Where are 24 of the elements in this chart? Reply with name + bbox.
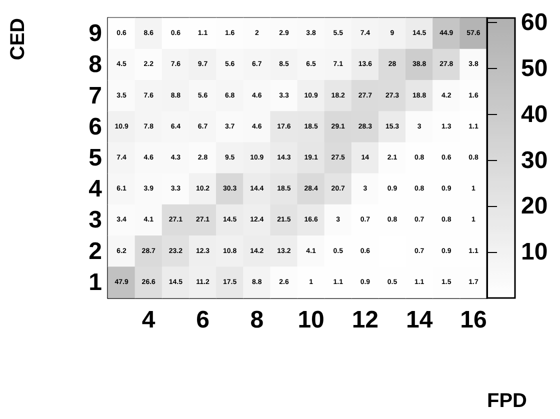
y-tick-label: 7 xyxy=(88,82,102,110)
x-tick-label: 16 xyxy=(460,306,487,334)
y-tick-label: 4 xyxy=(88,176,103,203)
y-axis-title: CED xyxy=(7,18,29,60)
y-tick-label: 2 xyxy=(88,238,102,265)
y-tick-label: 1 xyxy=(88,268,102,296)
color-bar-label: 20 xyxy=(521,192,548,220)
color-bar-label: 50 xyxy=(521,54,548,82)
color-bar-label: 30 xyxy=(521,146,548,174)
color-bar-label: 40 xyxy=(521,100,548,128)
y-tick-label: 3 xyxy=(88,206,102,234)
x-tick-label: 10 xyxy=(298,306,324,334)
x-axis-title: FPD xyxy=(487,390,527,412)
x-tick-label: 14 xyxy=(406,306,434,334)
y-tick-label: 8 xyxy=(88,51,102,78)
x-tick-label: 6 xyxy=(196,306,210,334)
x-tick-label: 12 xyxy=(352,306,379,334)
y-tick-label: 6 xyxy=(88,113,102,140)
x-tick-label: 8 xyxy=(250,306,264,334)
y-tick-label: 5 xyxy=(88,144,102,172)
color-bar-label: 10 xyxy=(521,238,548,266)
color-bar-label: 60 xyxy=(521,9,548,36)
y-tick-label: 9 xyxy=(88,20,102,48)
x-tick-label: 4 xyxy=(142,306,156,334)
